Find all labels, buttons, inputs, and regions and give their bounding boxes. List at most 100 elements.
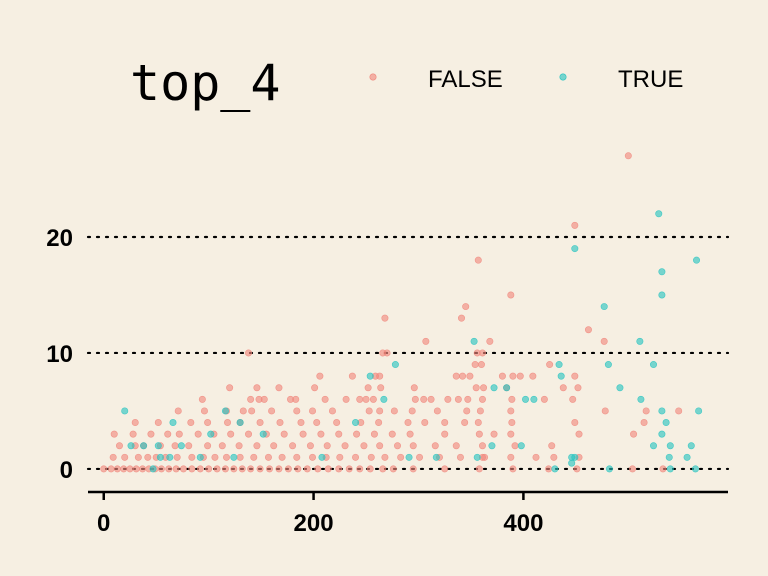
- point-false: [516, 372, 524, 380]
- point-false: [545, 465, 553, 473]
- point-true: [230, 453, 238, 461]
- point-false: [420, 395, 428, 403]
- point-true: [166, 453, 174, 461]
- point-false: [498, 372, 506, 380]
- point-true: [503, 384, 511, 392]
- point-false: [478, 349, 486, 357]
- point-false: [306, 442, 314, 450]
- point-false: [171, 442, 179, 450]
- point-false: [377, 384, 385, 392]
- point-true: [571, 245, 579, 253]
- point-false: [247, 465, 255, 473]
- point-false: [376, 442, 384, 450]
- point-false: [441, 465, 449, 473]
- point-false: [411, 395, 419, 403]
- point-false: [256, 465, 264, 473]
- point-false: [314, 465, 322, 473]
- legend-label-false: FALSE: [428, 66, 503, 93]
- x-tick-label: 200: [294, 510, 334, 537]
- point-false: [236, 453, 244, 461]
- point-false: [490, 430, 498, 438]
- point-false: [507, 453, 515, 461]
- legend-key-true: [559, 73, 567, 81]
- point-false: [642, 407, 650, 415]
- point-true: [655, 210, 663, 218]
- point-false: [390, 407, 398, 415]
- point-true: [530, 395, 538, 403]
- point-false: [342, 395, 350, 403]
- point-false: [185, 442, 193, 450]
- point-false: [317, 430, 325, 438]
- point-false: [427, 395, 435, 403]
- legend: top_4 FALSE TRUE: [130, 54, 683, 112]
- point-false: [640, 419, 648, 427]
- point-true: [490, 384, 498, 392]
- point-true: [177, 442, 185, 450]
- point-false: [569, 395, 577, 403]
- point-false: [268, 407, 276, 415]
- point-false: [173, 453, 181, 461]
- point-false: [348, 372, 356, 380]
- point-false: [409, 442, 417, 450]
- point-false: [253, 442, 261, 450]
- point-false: [376, 372, 384, 380]
- point-false: [480, 384, 488, 392]
- point-false: [362, 395, 370, 403]
- point-false: [341, 442, 349, 450]
- point-false: [188, 453, 196, 461]
- point-true: [470, 337, 478, 345]
- point-false: [408, 407, 416, 415]
- point-false: [221, 465, 229, 473]
- point-false: [356, 395, 364, 403]
- point-false: [204, 419, 212, 427]
- point-false: [245, 430, 253, 438]
- point-false: [321, 395, 329, 403]
- point-true: [154, 442, 162, 450]
- point-false: [458, 314, 466, 322]
- point-false: [444, 395, 452, 403]
- point-false: [264, 453, 272, 461]
- point-false: [126, 465, 134, 473]
- point-true: [473, 453, 481, 461]
- point-false: [478, 395, 486, 403]
- point-true: [121, 407, 129, 415]
- x-axis-ticks: 0 200 400: [97, 492, 543, 537]
- point-true: [366, 372, 374, 380]
- point-true: [658, 268, 666, 276]
- point-false: [134, 453, 142, 461]
- point-true: [522, 395, 530, 403]
- point-false: [375, 419, 383, 427]
- point-false: [316, 372, 324, 380]
- point-false: [313, 419, 321, 427]
- point-false: [360, 442, 368, 450]
- point-true: [352, 419, 360, 427]
- grid-lines: [86, 235, 730, 471]
- point-false: [548, 442, 556, 450]
- point-false: [235, 442, 243, 450]
- point-true: [432, 453, 440, 461]
- point-false: [292, 395, 300, 403]
- point-true: [568, 459, 576, 467]
- point-false: [309, 407, 317, 415]
- point-true: [662, 419, 670, 427]
- point-false: [461, 419, 469, 427]
- point-false: [388, 430, 396, 438]
- point-false: [462, 303, 470, 311]
- point-false: [410, 384, 418, 392]
- point-false: [147, 430, 155, 438]
- point-false: [370, 430, 378, 438]
- point-true: [658, 430, 666, 438]
- point-true: [259, 430, 267, 438]
- point-false: [466, 372, 474, 380]
- point-true: [658, 291, 666, 299]
- point-true: [650, 361, 658, 369]
- point-false: [213, 465, 221, 473]
- point-false: [511, 442, 519, 450]
- point-false: [486, 337, 494, 345]
- point-false: [421, 419, 429, 427]
- point-false: [575, 430, 583, 438]
- point-false: [174, 407, 182, 415]
- point-false: [416, 453, 424, 461]
- point-false: [474, 419, 482, 427]
- point-false: [376, 407, 384, 415]
